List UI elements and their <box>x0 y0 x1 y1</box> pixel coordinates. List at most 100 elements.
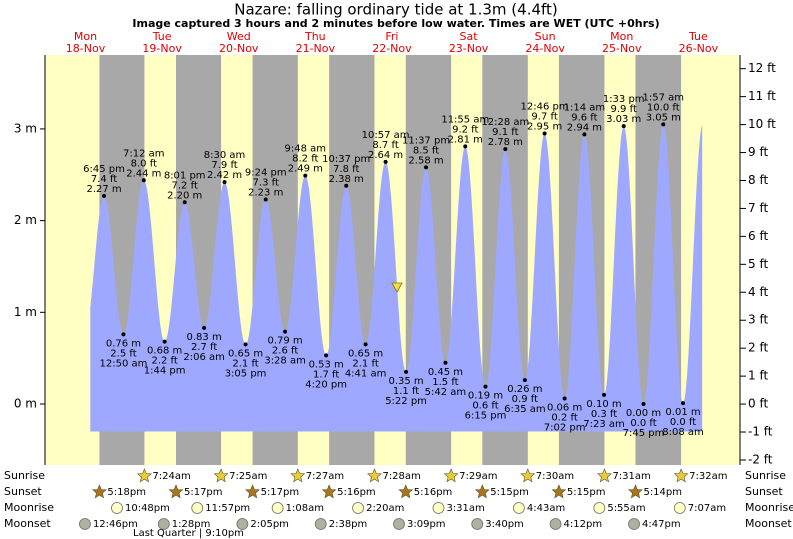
time-label: 3:28 am <box>264 356 306 367</box>
feet-label: 8.2 ft <box>292 154 318 165</box>
height-label: 0.01 m <box>665 407 700 418</box>
height-label: 2.58 m <box>408 155 443 166</box>
sunrise-icon <box>597 468 612 483</box>
height-label: 0.65 m <box>228 348 263 359</box>
moonrise-icon <box>191 502 204 514</box>
day-date: 22-Nov <box>372 42 412 55</box>
y2-tick-label: 9 ft <box>748 145 768 159</box>
sunrise-icon <box>673 468 689 483</box>
time-label: 4:41 am <box>345 368 387 379</box>
day-date: 26-Nov <box>679 42 719 55</box>
height-label: 2.81 m <box>448 134 483 145</box>
feet-label: 2.2 ft <box>151 356 177 367</box>
y2-tick-label: 0 ft <box>748 397 768 411</box>
day-date: 18-Nov <box>66 42 106 55</box>
height-label: 2.44 m <box>126 168 161 179</box>
day-date: 25-Nov <box>602 42 642 55</box>
height-label: 0.76 m <box>106 338 141 349</box>
tide-point <box>621 124 626 129</box>
sunrise-icon <box>213 468 229 483</box>
row-time: 4:43am <box>527 503 565 514</box>
height-label: 0.45 m <box>428 367 463 378</box>
day-name: Wed <box>227 30 251 43</box>
height-label: 3.05 m <box>646 112 681 123</box>
time-label: 5:22 pm <box>385 396 427 407</box>
y2-tick-label: 4 ft <box>748 285 768 299</box>
tide-point <box>102 193 107 198</box>
time-label: 11:55 am <box>441 114 489 125</box>
height-label: 0.83 m <box>187 332 222 343</box>
feet-label: 2.5 ft <box>110 348 136 359</box>
day-name: Tue <box>688 30 708 43</box>
tide-point <box>182 200 187 205</box>
y2-tick-label: 10 ft <box>748 117 776 131</box>
row-time: 11:57pm <box>205 503 250 514</box>
time-label: 8:01 pm <box>164 170 206 181</box>
tide-point <box>641 402 646 407</box>
row-time: 4:12pm <box>564 519 603 530</box>
time-label: 5:42 am <box>425 387 467 398</box>
moonset-icon <box>393 518 405 530</box>
day-name: Fri <box>385 30 398 43</box>
feet-label: 0.0 ft <box>670 417 696 428</box>
day-date: 20-Nov <box>219 42 259 55</box>
row-time: 7:31am <box>612 471 650 482</box>
time-label: 11:37 pm <box>402 135 450 146</box>
row-label: Sunset <box>4 485 42 498</box>
row-time: 5:15pm <box>567 487 606 498</box>
sunrise-icon <box>367 468 382 483</box>
time-label: 4:20 pm <box>305 379 347 390</box>
day-name: Sat <box>460 30 479 43</box>
tide-point <box>681 401 686 406</box>
time-label: 3:05 pm <box>225 368 267 379</box>
row-label: Sunset <box>745 485 783 498</box>
row-time: 5:55am <box>607 503 645 514</box>
tide-point <box>542 131 547 136</box>
row-time: 7:30am <box>536 471 574 482</box>
feet-label: 0.6 ft <box>472 401 498 412</box>
height-label: 0.53 m <box>309 359 344 370</box>
row-time: 3:09pm <box>407 519 446 530</box>
row-time: 5:17pm <box>261 487 300 498</box>
y2-tick-label: 7 ft <box>748 201 768 215</box>
row-time: 2:20am <box>366 503 404 514</box>
feet-label: 0.0 ft <box>630 418 656 429</box>
sunrise-icon <box>520 468 536 483</box>
height-label: 2.23 m <box>248 188 283 199</box>
time-label: 8:08 am <box>662 427 704 438</box>
time-label: 10:57 am <box>362 130 410 141</box>
moonset-icon <box>314 518 327 530</box>
height-label: 0.65 m <box>348 348 383 359</box>
row-label: Sunrise <box>4 469 45 482</box>
sunset-icon <box>321 484 337 499</box>
row-time: 12:46pm <box>93 519 138 530</box>
time-label: 7:45 pm <box>623 428 665 439</box>
height-label: 2.20 m <box>167 190 202 201</box>
tide-point <box>483 384 488 389</box>
feet-label: 0.3 ft <box>591 409 617 420</box>
feet-label: 7.2 ft <box>172 180 198 191</box>
tide-point <box>344 183 349 188</box>
row-label: Moonrise <box>745 501 793 514</box>
y2-tick-label: 6 ft <box>748 229 768 243</box>
feet-label: 8.7 ft <box>372 140 398 151</box>
row-time: 3:40pm <box>485 519 524 530</box>
feet-label: 9.1 ft <box>492 127 518 138</box>
y2-tick-label: 2 ft <box>748 341 768 355</box>
row-time: 7:25am <box>229 471 267 482</box>
time-label: 7:02 pm <box>544 423 586 434</box>
row-time: 5:18pm <box>107 487 146 498</box>
day-name: Mon <box>74 30 97 43</box>
tide-point <box>363 342 368 347</box>
tide-point <box>283 329 288 334</box>
row-time: 1:28pm <box>172 519 211 530</box>
row-time: 7:29am <box>459 471 497 482</box>
sunrise-icon <box>290 468 306 483</box>
y2-tick-label: 11 ft <box>748 89 776 103</box>
tide-point <box>424 165 429 170</box>
moonset-icon <box>549 518 562 530</box>
tide-point <box>582 132 587 137</box>
sunset-icon <box>398 484 414 499</box>
time-label: 12:50 am <box>100 358 148 369</box>
